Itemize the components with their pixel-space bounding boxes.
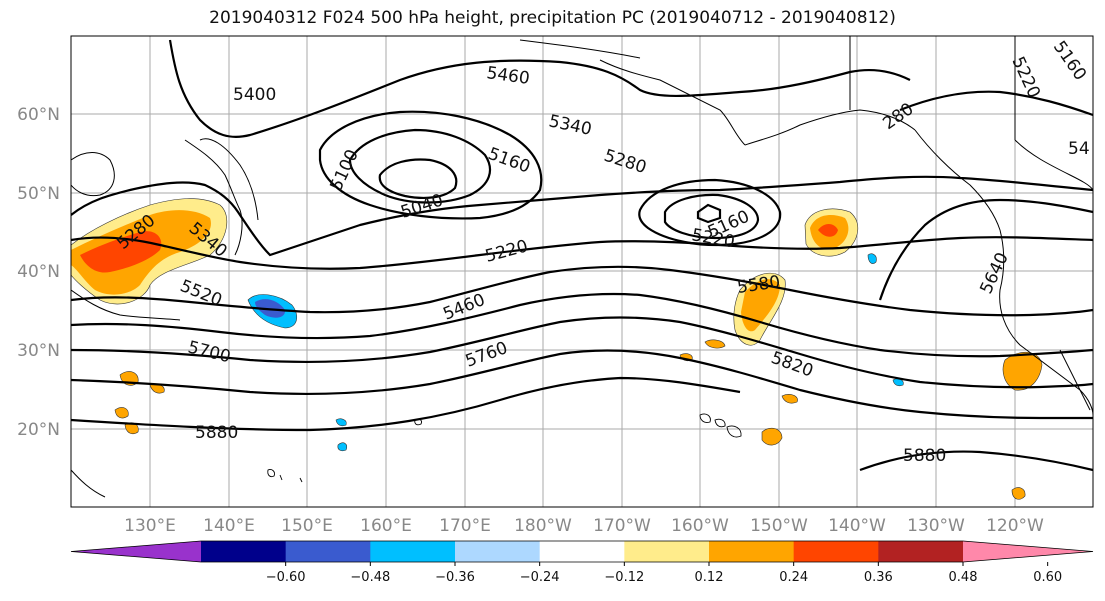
colorbar-swatch xyxy=(709,541,795,562)
colorbar-outline xyxy=(70,540,1094,563)
colorbar-swatch xyxy=(878,541,964,562)
colorbar-tick-label: −0.36 xyxy=(435,570,475,585)
height-contours xyxy=(71,39,1093,472)
colorbar-extend-min xyxy=(71,541,201,562)
contour-label: 5880 xyxy=(195,423,238,443)
longitude-label: 150°W xyxy=(750,516,808,536)
contour-label: 5400 xyxy=(233,85,276,105)
contour-label: 5880 xyxy=(903,446,946,466)
colorbar-tick-label: 0.24 xyxy=(779,570,808,585)
colorbar-swatch xyxy=(624,541,710,562)
map-title: 2019040312 F024 500 hPa height, precipit… xyxy=(209,8,896,28)
latitude-label: 40°N xyxy=(17,262,60,282)
colorbar-swatch xyxy=(285,541,371,562)
colorbar-extend-max xyxy=(963,541,1093,562)
longitude-label: 130°E xyxy=(124,516,176,536)
map-frame xyxy=(70,35,1094,508)
latitude-labels: 60°N 50°N 40°N 30°N 20°N xyxy=(17,105,60,440)
longitude-label: 170°W xyxy=(593,516,651,536)
colorbar-tick-label: 0.48 xyxy=(949,570,978,585)
precip-negative-region xyxy=(337,442,348,452)
precip-positive-region xyxy=(1011,487,1026,500)
colorbar-tick-label: 0.12 xyxy=(695,570,724,585)
precip-positive-region xyxy=(818,224,838,237)
colorbar-tick-label: −0.12 xyxy=(604,570,644,585)
contour-label: 54 xyxy=(1068,139,1090,159)
longitude-label: 160°W xyxy=(671,516,729,536)
colorbar-tick-label: −0.60 xyxy=(266,570,306,585)
colorbar-swatch xyxy=(455,541,541,562)
colorbar-tick-label: 0.36 xyxy=(864,570,893,585)
longitude-label: 140°E xyxy=(203,516,255,536)
precip-positive-region xyxy=(781,394,798,404)
latitude-label: 50°N xyxy=(17,184,60,204)
colorbar-ticks: −0.60 −0.48 −0.36 −0.24 −0.12 0.12 0.24 0.36 0.4… xyxy=(266,562,1062,585)
precip-anomaly-shading xyxy=(71,198,1043,500)
longitude-label: 120°W xyxy=(986,516,1044,536)
colorbar-swatch xyxy=(539,541,625,562)
precip-positive-region xyxy=(1002,352,1043,391)
colorbar-tick-label: −0.24 xyxy=(520,570,560,585)
longitude-label: 150°E xyxy=(281,516,333,536)
colorbar-swatch xyxy=(201,541,287,562)
colorbar-swatch xyxy=(370,541,456,562)
precip-positive-region xyxy=(704,339,726,349)
colorbar-swatch xyxy=(793,541,879,562)
colorbar-tick-label: 0.60 xyxy=(1033,570,1062,585)
colorbar xyxy=(70,540,1094,563)
longitude-label: 140°W xyxy=(828,516,886,536)
latitude-label: 20°N xyxy=(17,420,60,440)
longitude-label: 180°W xyxy=(514,516,572,536)
longitude-labels: 130°E 140°E 150°E 160°E 170°E 180°W 170°… xyxy=(124,516,1044,536)
longitude-label: 130°W xyxy=(907,516,965,536)
longitude-label: 160°E xyxy=(360,516,412,536)
longitude-label: 170°E xyxy=(439,516,491,536)
precip-negative-region xyxy=(867,253,877,264)
colorbar-tick-label: −0.48 xyxy=(350,570,390,585)
precip-negative-region xyxy=(335,418,347,427)
latitude-label: 60°N xyxy=(17,105,60,125)
precip-positive-region xyxy=(114,407,129,419)
latitude-label: 30°N xyxy=(17,341,60,361)
precip-positive-region xyxy=(761,427,783,446)
